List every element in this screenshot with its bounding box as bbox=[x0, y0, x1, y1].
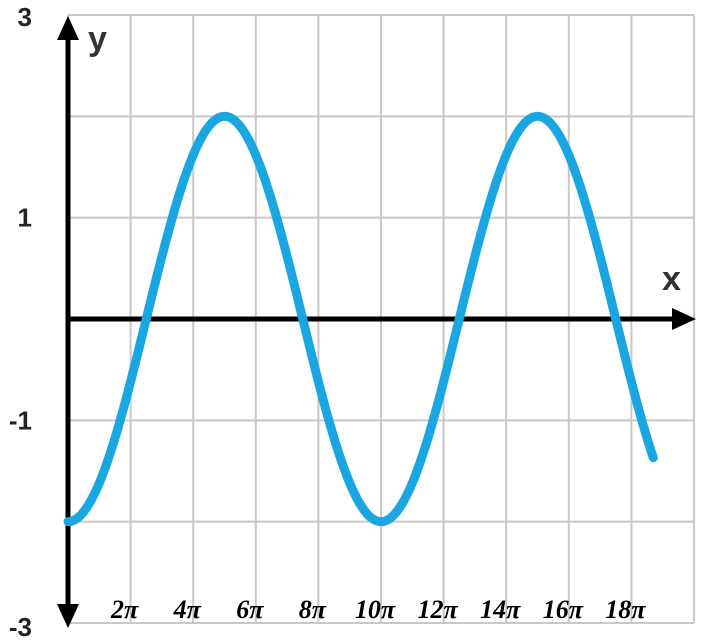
curve-layer bbox=[63, 111, 658, 527]
y-tick-label: -1 bbox=[9, 405, 32, 435]
labels-layer: 3 1 -1 -3 2π 4π 6π 8π 10π 12π 14π 16π 18π y x bbox=[9, 2, 681, 642]
x-tick-label: 8π bbox=[299, 595, 327, 624]
y-axis-title: y bbox=[88, 20, 107, 58]
x-axis-title: x bbox=[662, 260, 681, 298]
x-tick-label: 18π bbox=[605, 595, 646, 624]
axes bbox=[57, 16, 696, 628]
x-tick-label: 4π bbox=[173, 595, 202, 624]
x-tick-label: 2π bbox=[110, 595, 139, 624]
x-tick-label: 12π bbox=[417, 595, 458, 624]
y-axis-arrow-up bbox=[57, 16, 79, 40]
y-tick-label: 3 bbox=[18, 2, 32, 32]
x-tick-label: 6π bbox=[236, 595, 264, 624]
x-tick-label: 10π bbox=[355, 595, 396, 624]
series-line bbox=[63, 111, 658, 527]
x-axis-arrow-right bbox=[672, 308, 696, 330]
x-tick-label: 16π bbox=[543, 595, 584, 624]
y-tick-label: 1 bbox=[18, 203, 32, 233]
x-tick-label: 14π bbox=[480, 595, 521, 624]
y-tick-label: -3 bbox=[9, 612, 32, 642]
y-axis-arrow-down bbox=[57, 604, 79, 628]
